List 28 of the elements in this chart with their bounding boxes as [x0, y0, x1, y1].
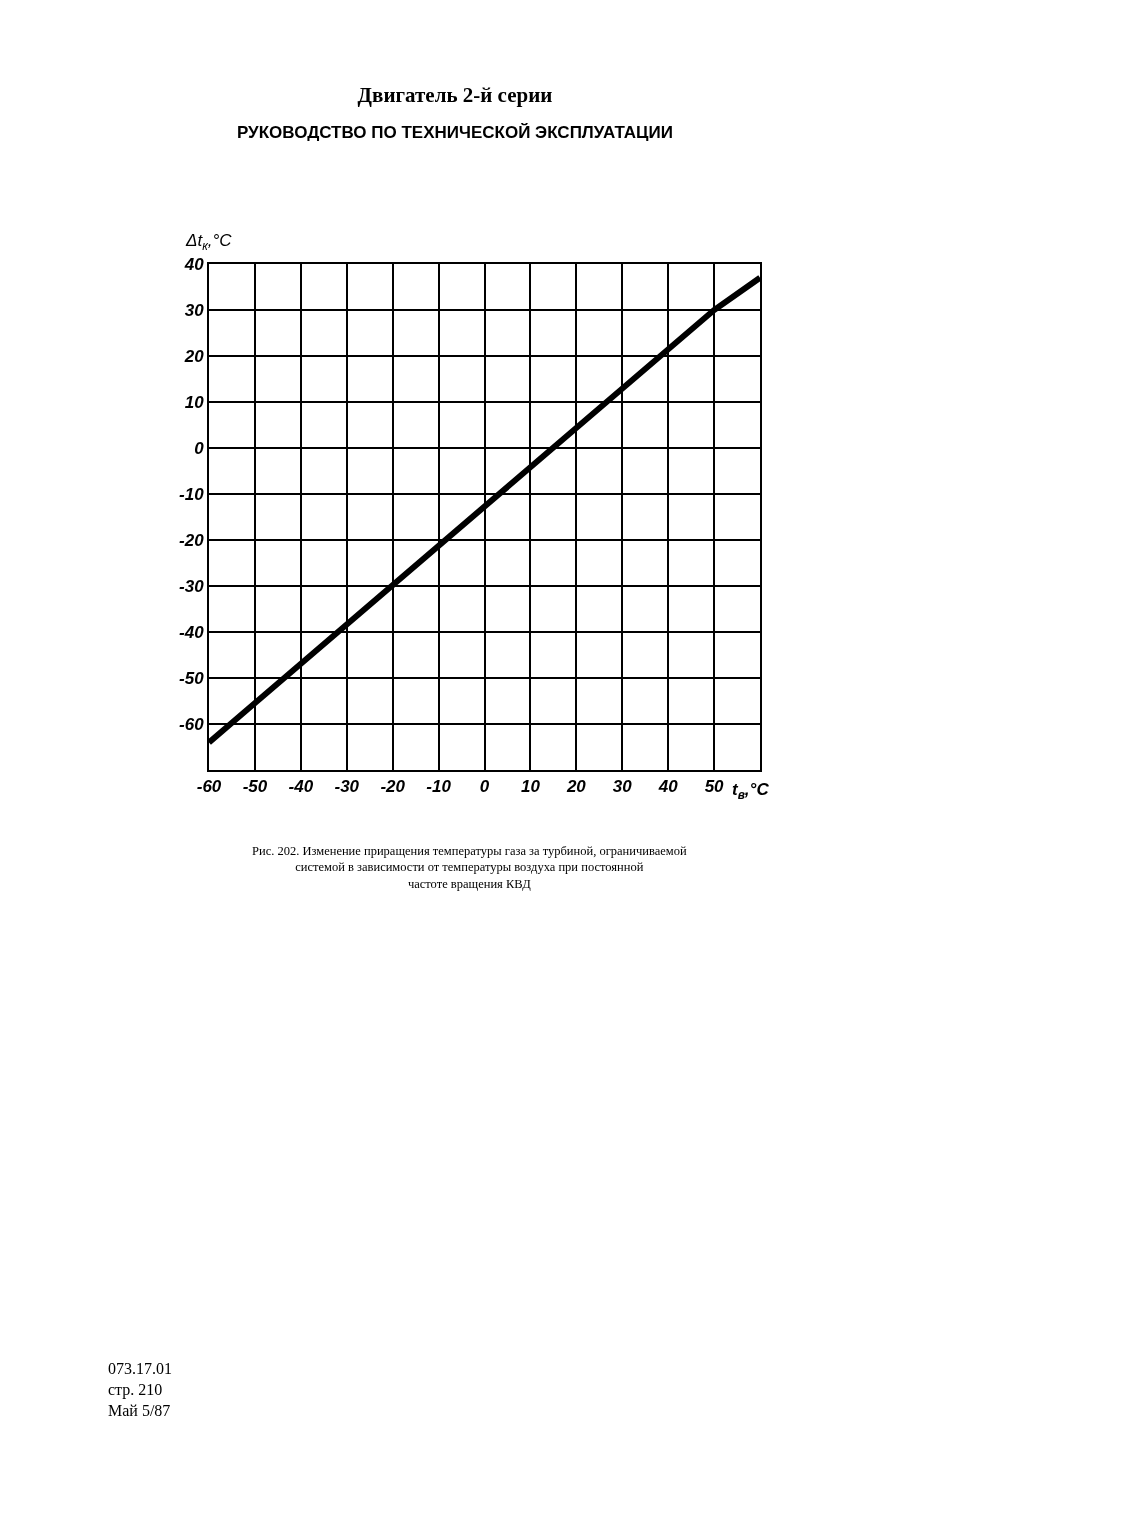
x-tick-label: 30 [612, 777, 633, 797]
y-tick-label: -10 [179, 484, 205, 504]
x-axis-title: t$_{в}$,°C [732, 780, 770, 802]
x-tick-label: 40 [657, 777, 679, 797]
x-tick-label: -50 [242, 777, 268, 797]
y-tick-label: 20 [183, 346, 205, 366]
y-tick-label: -20 [179, 530, 205, 550]
chart-subtitle: РУКОВОДСТВО ПО ТЕХНИЧЕСКОЙ ЭКСПЛУАТАЦИИ [237, 123, 673, 142]
text: 073.17.01 стр. 210 Май 5/87 [108, 1360, 172, 1419]
y-tick-label: 40 [183, 254, 205, 274]
y-tick-label: -50 [179, 668, 205, 688]
x-tick-label: 0 [479, 777, 490, 797]
y-tick-label: -60 [179, 714, 205, 734]
x-tick-label: 10 [520, 777, 541, 797]
y-axis-title: Δt$_{к}$,°C [185, 231, 233, 253]
y-tick-label: 30 [184, 300, 205, 320]
chart-title: Двигатель 2-й серии [357, 83, 553, 108]
x-tick-label: -30 [334, 777, 360, 797]
x-tick-label: 50 [704, 777, 725, 797]
x-tick-label: -10 [426, 777, 452, 797]
y-tick-label: 0 [194, 438, 205, 458]
x-tick-label: 20 [565, 777, 587, 797]
text: Рис. 202. Изменение приращения температуры газа за турбиной, ограничиваемой системой в зависимости от температуры воздуха при постоянной частоте вращения КВД [252, 844, 687, 891]
x-tick-label: -20 [380, 777, 406, 797]
x-tick-label: -40 [288, 777, 314, 797]
y-tick-label: -40 [179, 622, 205, 642]
y-tick-label: 10 [184, 392, 205, 412]
y-tick-label: -30 [179, 576, 205, 596]
